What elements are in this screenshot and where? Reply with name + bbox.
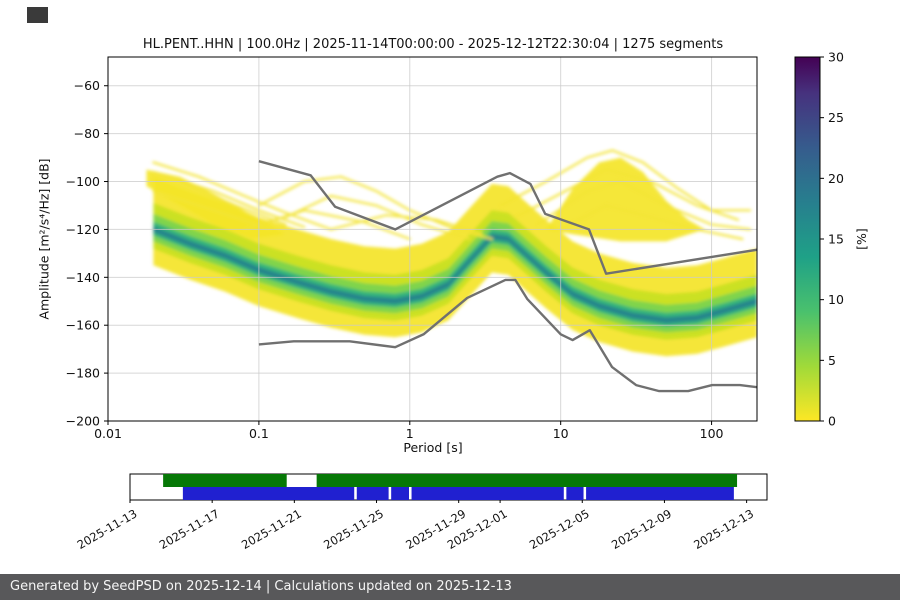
density-cloud [146, 149, 757, 357]
y-tick-label: −80 [74, 126, 100, 141]
y-tick-label: −200 [66, 414, 100, 429]
noise-models [258, 160, 757, 393]
corner-mark [27, 7, 48, 23]
timeline-date-label: 2025-12-13 [691, 506, 756, 552]
timeline-blue-segment-3 [411, 487, 564, 500]
colorbar-tick-label: 25 [828, 110, 844, 125]
colorbar [794, 56, 821, 422]
grid-lines [108, 57, 757, 421]
y-axis-label: Amplitude [m²/s⁴/Hz] [dB] [36, 158, 52, 320]
timeline-blue-segment-0 [182, 487, 355, 500]
colorbar-tick-label: 10 [828, 292, 844, 307]
timeline-date-label: 2025-11-17 [157, 506, 222, 552]
colorbar-tick-label: 0 [828, 414, 836, 429]
footer-status-bar: Generated by SeedPSD on 2025-12-14 | Cal… [0, 574, 900, 600]
outlier-streak-7 [243, 209, 411, 241]
density-blob-0 [546, 157, 705, 242]
chart-title: HL.PENT..HHN | 100.0Hz | 2025-11-14T00:0… [142, 37, 724, 52]
ppsd-chart-canvas: 0.01 0.1 1 10 100−60−80−100−120−140−160−180−… [66, 50, 869, 553]
colorbar-tick-label: 20 [828, 171, 844, 186]
y-tick-label: −180 [66, 366, 100, 381]
timeline-blue-segment-4 [566, 487, 584, 500]
colorbar-tick-label: 15 [828, 232, 844, 247]
timeline-date-label: 2025-11-25 [321, 506, 386, 552]
x-tick-label: 100 [700, 426, 724, 441]
outlier-streak-2 [178, 180, 287, 226]
noise-model-low-line [258, 278, 757, 393]
outlier-streak-8 [499, 149, 752, 212]
y-tick-label: −100 [66, 174, 100, 189]
colorbar-label: [%] [854, 228, 869, 250]
x-tick-label: 0.1 [249, 426, 269, 441]
outlier-streak-11 [559, 204, 744, 241]
outlier-streak-10 [536, 180, 752, 231]
outlier-streak-6 [329, 213, 483, 236]
outlier-streak-0 [152, 161, 332, 231]
colorbar-tick-label: 5 [828, 353, 836, 368]
timeline-date-label: 2025-11-21 [239, 506, 304, 552]
y-tick-label: −60 [74, 78, 100, 93]
y-tick-label: −120 [66, 222, 100, 237]
timeline-date-label: 2025-12-09 [609, 506, 674, 552]
availability-timeline: 2025-11-13 2025-11-17 2025-11-21 2025-11-25… [75, 473, 768, 552]
plot-frame [107, 56, 758, 422]
colorbar-tick-label: 30 [828, 50, 844, 65]
timeline-green-segment-0 [163, 474, 287, 487]
timeline-date-label: 2025-11-13 [75, 506, 140, 552]
timeline-blue-segment-5 [586, 487, 734, 500]
x-tick-label: 1 [406, 426, 414, 441]
x-tick-label: 0.01 [94, 426, 122, 441]
timeline-blue-segment-2 [391, 487, 410, 500]
timeline-blue-segment-1 [356, 487, 389, 500]
timeline-green-segment-1 [316, 474, 738, 487]
x-axis-label: Period [s] [403, 440, 463, 455]
x-tick-label: 10 [553, 426, 569, 441]
outlier-streak-9 [514, 168, 740, 221]
y-tick-label: −140 [66, 270, 100, 285]
timeline-date-label: 2025-12-05 [527, 506, 592, 552]
y-tick-label: −160 [66, 318, 100, 333]
density-band-4 [153, 226, 757, 324]
noise-model-high-line [258, 160, 757, 275]
outlier-streak-3 [152, 190, 272, 231]
